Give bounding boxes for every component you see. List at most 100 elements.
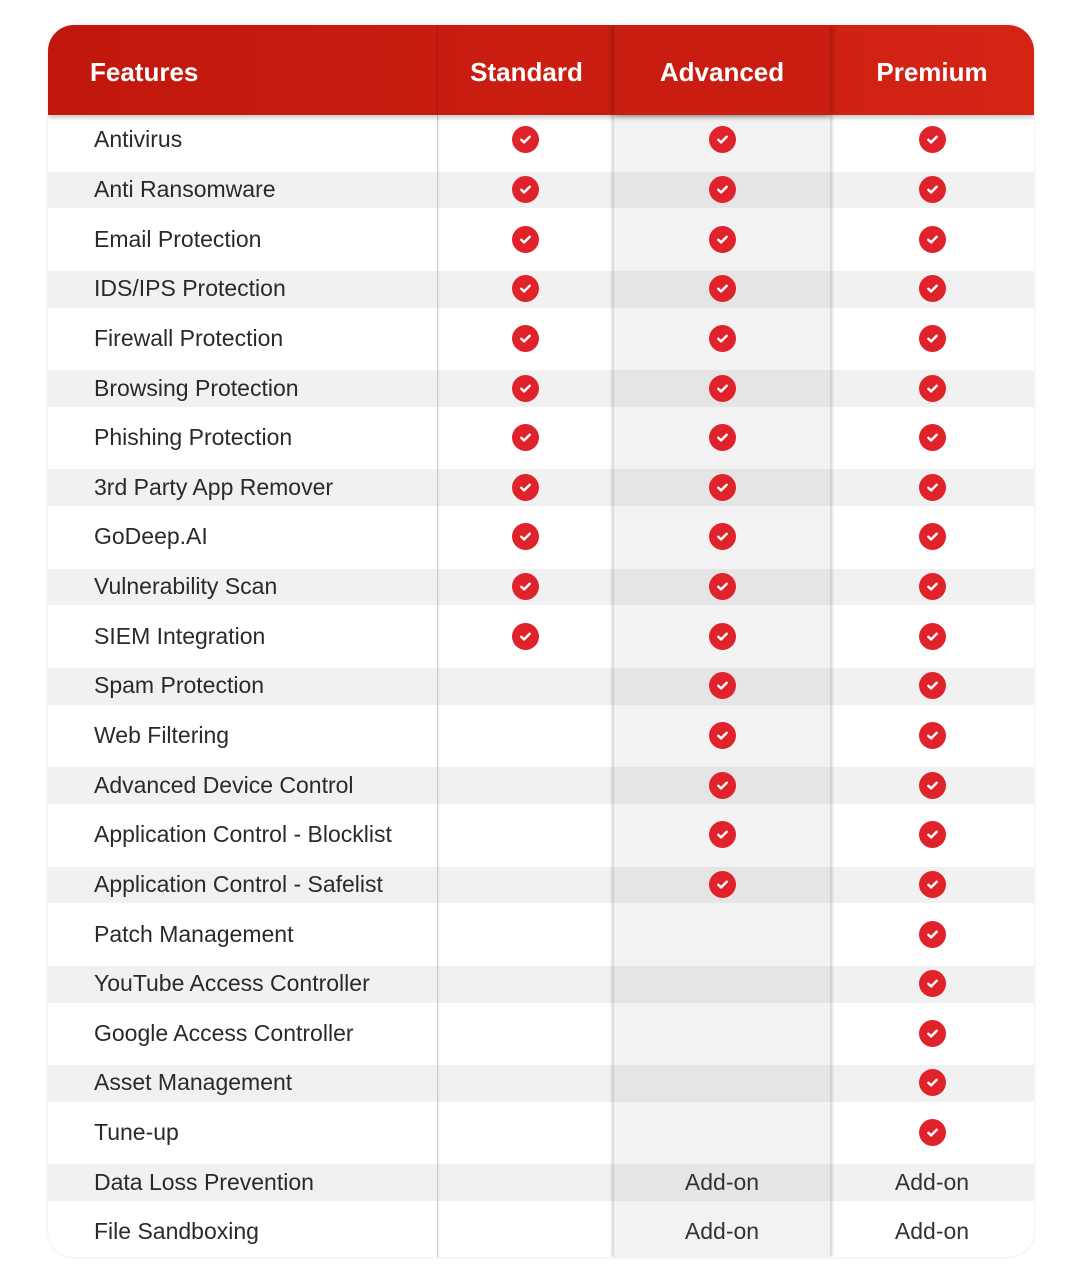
standard-cell — [437, 363, 614, 413]
row-stripe — [48, 370, 1034, 407]
check-circle-icon — [918, 1119, 946, 1147]
table-row: Email Protection — [48, 214, 1034, 264]
advanced-cell — [614, 512, 830, 562]
advanced-cell — [614, 711, 830, 761]
check-circle-icon — [708, 275, 736, 303]
table-row: Spam Protection — [48, 661, 1034, 711]
advanced-cell — [614, 1108, 830, 1158]
premium-cell — [830, 909, 1034, 959]
row-stripe — [48, 668, 1034, 705]
check-circle-icon — [918, 870, 946, 898]
row-stripe — [48, 767, 1034, 804]
premium-cell — [830, 512, 1034, 562]
standard-cell — [437, 214, 614, 264]
standard-cell — [437, 562, 614, 612]
check-circle-icon — [512, 275, 539, 303]
premium-cell: Add-on — [830, 1207, 1034, 1257]
premium-cell — [830, 214, 1034, 264]
advanced-cell — [614, 611, 830, 661]
check-circle-icon — [918, 175, 946, 203]
premium-cell — [830, 314, 1034, 364]
standard-cell — [437, 760, 614, 810]
row-stripe-advanced — [614, 1164, 830, 1202]
check-circle-icon — [708, 374, 736, 402]
feature-name: Spam Protection — [94, 672, 265, 699]
feature-name: Asset Management — [94, 1069, 293, 1096]
row-stripe — [48, 270, 1034, 308]
addon-label: Add-on — [894, 1168, 970, 1195]
standard-cell — [437, 711, 614, 761]
advanced-cell — [614, 363, 830, 413]
check-circle-icon — [918, 920, 946, 948]
feature-name: Phishing Protection — [94, 424, 293, 451]
advanced-cell — [614, 760, 830, 810]
table-row: Advanced Device Control — [48, 760, 1034, 810]
advanced-cell — [614, 264, 830, 314]
check-circle-icon — [918, 622, 946, 650]
feature-name: Data Loss Prevention — [94, 1168, 314, 1195]
premium-cell — [830, 115, 1034, 165]
standard-cell — [437, 413, 614, 463]
premium-cell — [830, 959, 1034, 1009]
standard-cell — [437, 462, 614, 512]
check-circle-icon — [512, 622, 539, 650]
feature-name: Application Control - Safelist — [94, 870, 383, 897]
check-circle-icon — [512, 175, 539, 203]
premium-cell: Add-on — [830, 1157, 1034, 1207]
check-circle-icon — [708, 225, 736, 253]
standard-cell — [437, 959, 614, 1009]
standard-cell — [437, 661, 614, 711]
table-row: Phishing Protection — [48, 413, 1034, 463]
table-row: Firewall Protection — [48, 314, 1034, 364]
header-features: Features — [90, 57, 199, 87]
standard-cell — [437, 611, 614, 661]
check-circle-icon — [708, 672, 736, 700]
check-circle-icon — [918, 672, 946, 700]
advanced-cell — [614, 860, 830, 910]
advanced-cell — [614, 661, 830, 711]
standard-cell — [437, 1207, 614, 1257]
table-row: File Sandboxing Add-on Add-on — [48, 1207, 1034, 1257]
premium-cell — [830, 1009, 1034, 1059]
table-row: IDS/IPS Protection — [48, 264, 1034, 314]
check-circle-icon — [708, 870, 736, 898]
advanced-cell: Add-on — [614, 1157, 830, 1207]
feature-name: Anti Ransomware — [94, 175, 276, 202]
premium-cell — [830, 165, 1034, 215]
check-circle-icon — [918, 225, 946, 253]
feature-name: Advanced Device Control — [94, 771, 354, 798]
check-circle-icon — [918, 275, 946, 303]
check-circle-icon — [918, 1019, 946, 1047]
check-circle-icon — [708, 175, 736, 203]
check-circle-icon — [918, 771, 946, 799]
feature-name: YouTube Access Controller — [94, 970, 370, 997]
advanced-cell — [614, 909, 830, 959]
table-row: Google Access Controller — [48, 1009, 1034, 1059]
check-circle-icon — [918, 126, 946, 154]
table-body: Antivirus Anti Ransomware Email Protection… — [48, 115, 1034, 1257]
table-row: Vulnerability Scan — [48, 562, 1034, 612]
advanced-cell — [614, 1058, 830, 1108]
check-circle-icon — [512, 126, 539, 154]
standard-cell — [437, 1009, 614, 1059]
standard-cell — [437, 512, 614, 562]
feature-name: GoDeep.AI — [94, 523, 208, 550]
standard-cell — [437, 909, 614, 959]
table-row: Anti Ransomware — [48, 165, 1034, 215]
row-stripe — [48, 171, 1034, 209]
row-stripe — [48, 568, 1034, 606]
premium-cell — [830, 1108, 1034, 1158]
feature-name: Firewall Protection — [94, 324, 284, 351]
check-circle-icon — [708, 622, 736, 650]
advanced-cell — [614, 214, 830, 264]
check-circle-icon — [512, 523, 539, 551]
table-row: Browsing Protection — [48, 363, 1034, 413]
header-advanced: Advanced — [614, 25, 830, 115]
check-circle-icon — [918, 821, 946, 849]
feature-name: SIEM Integration — [94, 622, 266, 649]
premium-cell — [830, 611, 1034, 661]
check-circle-icon — [918, 374, 946, 402]
row-stripe — [48, 1164, 1034, 1202]
check-circle-icon — [512, 424, 539, 452]
table-row: SIEM Integration — [48, 611, 1034, 661]
